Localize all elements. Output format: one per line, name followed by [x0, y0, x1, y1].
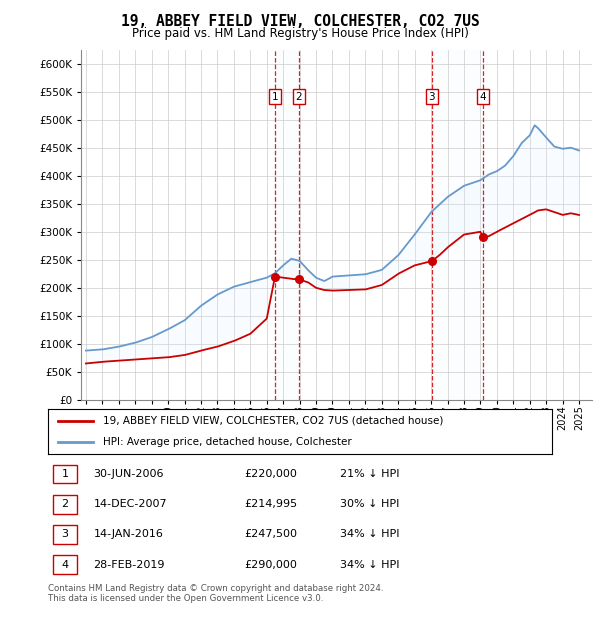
Text: £220,000: £220,000	[245, 469, 298, 479]
Text: 1: 1	[272, 92, 278, 102]
Bar	[432, 50, 483, 400]
Text: 30-JUN-2006: 30-JUN-2006	[94, 469, 164, 479]
FancyBboxPatch shape	[53, 525, 77, 544]
Text: 34% ↓ HPI: 34% ↓ HPI	[340, 529, 400, 539]
Text: 19, ABBEY FIELD VIEW, COLCHESTER, CO2 7US: 19, ABBEY FIELD VIEW, COLCHESTER, CO2 7U…	[121, 14, 479, 29]
Text: 14-DEC-2007: 14-DEC-2007	[94, 499, 167, 509]
Text: 19, ABBEY FIELD VIEW, COLCHESTER, CO2 7US (detached house): 19, ABBEY FIELD VIEW, COLCHESTER, CO2 7U…	[103, 416, 444, 426]
Text: 34% ↓ HPI: 34% ↓ HPI	[340, 560, 400, 570]
Text: 2: 2	[62, 499, 68, 509]
Text: £290,000: £290,000	[245, 560, 298, 570]
Text: 3: 3	[62, 529, 68, 539]
Text: Contains HM Land Registry data © Crown copyright and database right 2024.
This d: Contains HM Land Registry data © Crown c…	[48, 584, 383, 603]
FancyBboxPatch shape	[53, 464, 77, 483]
Text: £247,500: £247,500	[245, 529, 298, 539]
Text: 4: 4	[480, 92, 487, 102]
Text: 1: 1	[62, 469, 68, 479]
Text: 30% ↓ HPI: 30% ↓ HPI	[340, 499, 400, 509]
Text: 2: 2	[296, 92, 302, 102]
Text: 3: 3	[428, 92, 435, 102]
FancyBboxPatch shape	[53, 495, 77, 513]
Text: 28-FEB-2019: 28-FEB-2019	[94, 560, 165, 570]
Text: 4: 4	[62, 560, 68, 570]
Text: £214,995: £214,995	[245, 499, 298, 509]
Text: 21% ↓ HPI: 21% ↓ HPI	[340, 469, 400, 479]
Text: 14-JAN-2016: 14-JAN-2016	[94, 529, 163, 539]
Bar	[275, 50, 299, 400]
FancyBboxPatch shape	[53, 556, 77, 574]
Text: Price paid vs. HM Land Registry's House Price Index (HPI): Price paid vs. HM Land Registry's House …	[131, 27, 469, 40]
Text: HPI: Average price, detached house, Colchester: HPI: Average price, detached house, Colc…	[103, 436, 352, 446]
